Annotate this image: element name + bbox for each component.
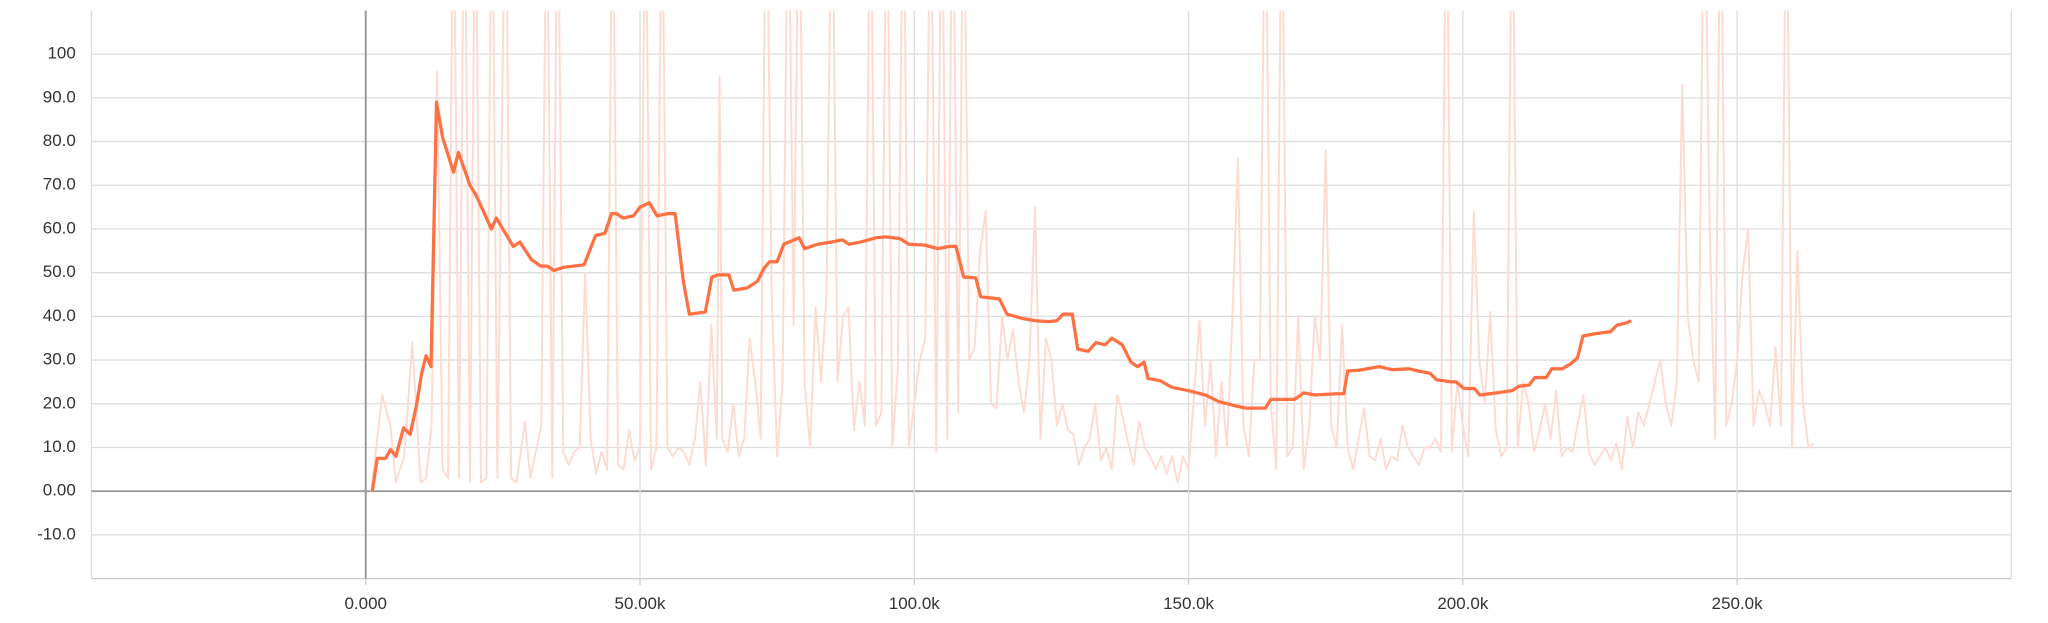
y-tick-label: 50.0 <box>43 262 76 281</box>
x-tick-label: 150.0k <box>1163 594 1214 613</box>
y-tick-label: 30.0 <box>43 350 76 369</box>
x-tick-label: 0.000 <box>345 594 387 613</box>
y-tick-label: 20.0 <box>43 393 76 412</box>
y-tick-label: 10.0 <box>43 437 76 456</box>
grid <box>91 10 2012 586</box>
y-tick-label: -10.0 <box>37 524 76 543</box>
y-tick-label: 100 <box>47 44 75 63</box>
x-tick-label: 250.0k <box>1712 594 1763 613</box>
plot-area <box>370 10 1815 492</box>
tick-labels: -10.0 0.00 10.0 20.0 30.0 40.0 50.0 60.0 70.0 80.… <box>37 44 1763 614</box>
y-tick-label: 90.0 <box>43 87 76 106</box>
y-tick-label: 40.0 <box>43 306 76 325</box>
y-tick-label: 0.00 <box>43 481 76 500</box>
y-tick-label: 70.0 <box>43 175 76 194</box>
series-line <box>370 100 1632 492</box>
series-line <box>370 10 1815 492</box>
y-tick-label: 80.0 <box>43 131 76 150</box>
y-tick-label: 60.0 <box>43 218 76 237</box>
x-tick-label: 100.0k <box>889 594 940 613</box>
x-tick-label: 200.0k <box>1437 594 1488 613</box>
x-tick-label: 50.00k <box>615 594 666 613</box>
